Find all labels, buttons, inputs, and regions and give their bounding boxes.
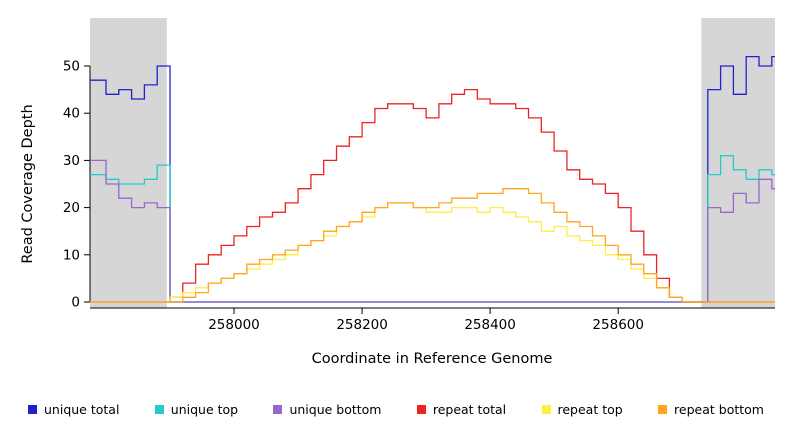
x-tick-label: 258600 bbox=[592, 317, 644, 333]
legend-swatch bbox=[273, 405, 283, 414]
y-tick-label: 20 bbox=[63, 200, 80, 216]
legend-item-repeat-total: repeat total bbox=[416, 402, 507, 417]
series-repeat-top bbox=[90, 202, 775, 303]
x-tick-label: 258000 bbox=[208, 317, 260, 333]
legend-item-unique-bottom: unique bottom bbox=[273, 402, 382, 417]
masked-region-bands bbox=[90, 18, 775, 308]
y-tick-label: 0 bbox=[71, 295, 80, 311]
series-repeat-total bbox=[90, 88, 775, 303]
y-tick-label: 40 bbox=[63, 106, 80, 122]
y-tick-label: 50 bbox=[63, 59, 80, 75]
legend-swatch bbox=[658, 405, 668, 414]
series-unique-bottom bbox=[90, 159, 775, 303]
legend-label: unique top bbox=[170, 402, 239, 417]
series-unique-top bbox=[90, 155, 775, 303]
series-repeat-bottom bbox=[90, 188, 775, 303]
legend-label: repeat bottom bbox=[674, 402, 764, 417]
masked-region-band bbox=[701, 18, 775, 308]
legend-label: repeat total bbox=[432, 402, 507, 417]
y-tick-label: 10 bbox=[63, 247, 80, 263]
axes: 258000 258200 258400 258600 0 10 20 30 40 50 bbox=[63, 59, 775, 333]
series-unique-total bbox=[90, 55, 775, 303]
masked-region-band bbox=[90, 18, 167, 308]
coverage-chart: 258000 258200 258400 258600 0 10 20 30 40 50 Read… bbox=[20, 18, 775, 367]
legend-swatch bbox=[541, 405, 551, 414]
legend-item-unique-total: unique total bbox=[28, 402, 119, 417]
legend-item-repeat-bottom: repeat bottom bbox=[658, 402, 764, 417]
legend-label: unique bottom bbox=[289, 402, 382, 417]
legend-swatch bbox=[416, 405, 426, 414]
legend-item-unique-top: unique top bbox=[154, 402, 239, 417]
x-tick-label: 258400 bbox=[464, 317, 516, 333]
y-tick-label: 30 bbox=[63, 153, 80, 169]
legend-label: unique total bbox=[44, 402, 120, 417]
legend-item-repeat-top: repeat top bbox=[541, 402, 623, 417]
legend-swatch bbox=[28, 405, 37, 414]
series-lines bbox=[90, 55, 775, 303]
x-tick-label: 258200 bbox=[336, 317, 388, 333]
y-axis-label: Read Coverage Depth bbox=[20, 104, 36, 263]
legend-swatch bbox=[154, 405, 164, 414]
chart-legend: unique total unique top unique bottom repea… bbox=[0, 387, 792, 432]
legend-label: repeat top bbox=[557, 402, 623, 417]
x-axis-label: Coordinate in Reference Genome bbox=[312, 351, 553, 367]
